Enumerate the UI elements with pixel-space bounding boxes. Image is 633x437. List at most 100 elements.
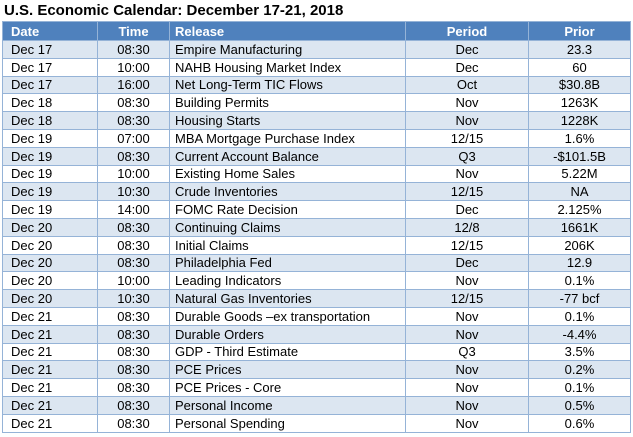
page-title: U.S. Economic Calendar: December 17-21, … bbox=[4, 2, 344, 19]
column-header-date: Date bbox=[2, 21, 98, 41]
cell-date: Dec 20 bbox=[2, 253, 98, 273]
cell-prior: 0.2% bbox=[528, 360, 631, 380]
economic-calendar-table: Date Time Release Period Prior Dec 17 08:… bbox=[2, 21, 631, 433]
cell-date: Dec 21 bbox=[2, 360, 98, 380]
table-body: Dec 17 08:30 Empire Manufacturing Dec 23.3 De… bbox=[2, 40, 631, 433]
table-row: Dec 21 08:30 GDP - Third Estimate Q3 3.5% bbox=[2, 342, 631, 362]
cell-time: 10:00 bbox=[97, 57, 170, 77]
table-row: Dec 19 10:30 Crude Inventories 12/15 NA bbox=[2, 182, 631, 202]
cell-prior: 0.1% bbox=[528, 306, 631, 326]
cell-time: 10:00 bbox=[97, 271, 170, 291]
cell-release: Personal Spending bbox=[169, 413, 406, 433]
cell-time: 08:30 bbox=[97, 324, 170, 344]
table-row: Dec 21 08:30 PCE Prices - Core Nov 0.1% bbox=[2, 378, 631, 397]
cell-period: Nov bbox=[405, 324, 529, 344]
cell-release: MBA Mortgage Purchase Index bbox=[169, 128, 406, 148]
cell-period: Nov bbox=[405, 413, 529, 433]
cell-date: Dec 21 bbox=[2, 306, 98, 326]
cell-release: Current Account Balance bbox=[169, 146, 406, 166]
cell-period: Nov bbox=[405, 395, 529, 415]
cell-release: FOMC Rate Decision bbox=[169, 200, 406, 219]
cell-time: 08:30 bbox=[97, 217, 170, 237]
cell-prior: 1263K bbox=[528, 93, 631, 113]
column-header-prior: Prior bbox=[528, 21, 631, 41]
cell-date: Dec 20 bbox=[2, 217, 98, 237]
cell-time: 10:00 bbox=[97, 164, 170, 184]
cell-period: Nov bbox=[405, 306, 529, 326]
table-row: Dec 19 14:00 FOMC Rate Decision Dec 2.125% bbox=[2, 200, 631, 219]
cell-date: Dec 21 bbox=[2, 378, 98, 397]
cell-period: Dec bbox=[405, 200, 529, 219]
table-row: Dec 21 08:30 PCE Prices Nov 0.2% bbox=[2, 360, 631, 380]
cell-time: 08:30 bbox=[97, 235, 170, 255]
cell-period: Q3 bbox=[405, 146, 529, 166]
table-row: Dec 18 08:30 Building Permits Nov 1263K bbox=[2, 93, 631, 113]
cell-prior: 206K bbox=[528, 235, 631, 255]
cell-prior: 60 bbox=[528, 57, 631, 77]
cell-time: 08:30 bbox=[97, 395, 170, 415]
cell-prior: -$101.5B bbox=[528, 146, 631, 166]
cell-release: Crude Inventories bbox=[169, 182, 406, 202]
cell-period: Nov bbox=[405, 378, 529, 397]
cell-prior: 12.9 bbox=[528, 253, 631, 273]
cell-period: 12/15 bbox=[405, 289, 529, 308]
cell-release: PCE Prices bbox=[169, 360, 406, 380]
cell-prior: 1228K bbox=[528, 111, 631, 130]
cell-date: Dec 21 bbox=[2, 324, 98, 344]
cell-release: Durable Goods –ex transportation bbox=[169, 306, 406, 326]
cell-time: 08:30 bbox=[97, 378, 170, 397]
cell-release: Leading Indicators bbox=[169, 271, 406, 291]
table-row: Dec 20 08:30 Philadelphia Fed Dec 12.9 bbox=[2, 253, 631, 273]
cell-prior: 1661K bbox=[528, 217, 631, 237]
header-row: Date Time Release Period Prior bbox=[2, 21, 631, 41]
cell-prior: 23.3 bbox=[528, 40, 631, 59]
cell-release: Initial Claims bbox=[169, 235, 406, 255]
cell-date: Dec 19 bbox=[2, 164, 98, 184]
cell-period: Dec bbox=[405, 40, 529, 59]
cell-period: Q3 bbox=[405, 342, 529, 362]
cell-period: Nov bbox=[405, 271, 529, 291]
cell-release: Housing Starts bbox=[169, 111, 406, 130]
cell-date: Dec 21 bbox=[2, 413, 98, 433]
table-row: Dec 19 07:00 MBA Mortgage Purchase Index 12… bbox=[2, 128, 631, 148]
column-header-release: Release bbox=[169, 21, 406, 41]
cell-release: Continuing Claims bbox=[169, 217, 406, 237]
cell-prior: $30.8B bbox=[528, 75, 631, 95]
cell-release: Building Permits bbox=[169, 93, 406, 113]
cell-prior: 1.6% bbox=[528, 128, 631, 148]
cell-release: Net Long-Term TIC Flows bbox=[169, 75, 406, 95]
table-row: Dec 17 16:00 Net Long-Term TIC Flows Oct $30… bbox=[2, 75, 631, 95]
cell-period: Dec bbox=[405, 57, 529, 77]
cell-release: Empire Manufacturing bbox=[169, 40, 406, 59]
cell-release: PCE Prices - Core bbox=[169, 378, 406, 397]
cell-period: Oct bbox=[405, 75, 529, 95]
cell-prior: -77 bcf bbox=[528, 289, 631, 308]
cell-date: Dec 19 bbox=[2, 182, 98, 202]
cell-period: Nov bbox=[405, 111, 529, 130]
table-row: Dec 20 10:30 Natural Gas Inventories 12/15-… bbox=[2, 289, 631, 308]
cell-period: Nov bbox=[405, 164, 529, 184]
cell-date: Dec 20 bbox=[2, 289, 98, 308]
cell-time: 10:30 bbox=[97, 289, 170, 308]
table-row: Dec 17 10:00 NAHB Housing Market Index Dec 6… bbox=[2, 57, 631, 77]
cell-time: 08:30 bbox=[97, 360, 170, 380]
table-row: Dec 20 10:00 Leading Indicators Nov 0.1% bbox=[2, 271, 631, 291]
cell-release: Personal Income bbox=[169, 395, 406, 415]
table-row: Dec 17 08:30 Empire Manufacturing Dec 23.3 bbox=[2, 40, 631, 59]
cell-prior: 5.22M bbox=[528, 164, 631, 184]
table-row: Dec 21 08:30 Durable Orders Nov -4.4% bbox=[2, 324, 631, 344]
cell-time: 07:00 bbox=[97, 128, 170, 148]
table-row: Dec 21 08:30 Personal Spending Nov 0.6% bbox=[2, 413, 631, 433]
table-row: Dec 18 08:30 Housing Starts Nov 1228K bbox=[2, 111, 631, 130]
cell-date: Dec 20 bbox=[2, 271, 98, 291]
cell-date: Dec 17 bbox=[2, 40, 98, 59]
column-header-period: Period bbox=[405, 21, 529, 41]
cell-date: Dec 20 bbox=[2, 235, 98, 255]
cell-prior: 0.5% bbox=[528, 395, 631, 415]
cell-prior: 0.1% bbox=[528, 378, 631, 397]
table-row: Dec 20 08:30 Initial Claims 12/15 206K bbox=[2, 235, 631, 255]
cell-time: 08:30 bbox=[97, 93, 170, 113]
cell-release: Existing Home Sales bbox=[169, 164, 406, 184]
cell-release: NAHB Housing Market Index bbox=[169, 57, 406, 77]
cell-date: Dec 17 bbox=[2, 57, 98, 77]
